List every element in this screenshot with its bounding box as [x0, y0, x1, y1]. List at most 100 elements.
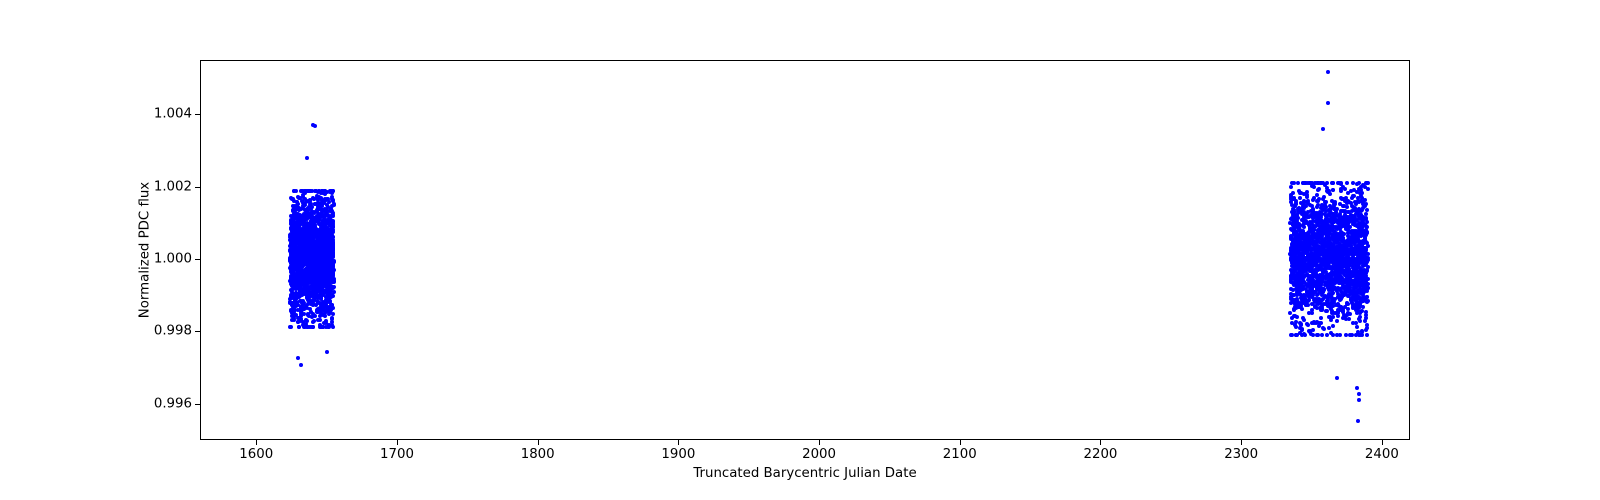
- data-point: [1308, 266, 1312, 270]
- data-point: [292, 280, 296, 284]
- data-point: [320, 198, 324, 202]
- data-point: [319, 260, 323, 264]
- data-point: [1310, 295, 1314, 299]
- xtick-mark: [960, 440, 961, 445]
- data-point: [305, 325, 309, 329]
- data-point: [298, 271, 302, 275]
- data-point: [299, 363, 303, 367]
- data-point: [1321, 127, 1325, 131]
- data-point: [1366, 187, 1370, 191]
- data-point: [1361, 239, 1365, 243]
- data-point: [1302, 243, 1306, 247]
- data-point: [321, 325, 325, 329]
- ytick-label: 0.996: [154, 396, 192, 411]
- data-point: [304, 189, 308, 193]
- data-point: [330, 209, 334, 213]
- data-point: [294, 300, 298, 304]
- data-point: [1348, 312, 1352, 316]
- data-point: [1303, 267, 1307, 271]
- data-point: [1299, 191, 1303, 195]
- data-point: [1320, 333, 1324, 337]
- data-point: [314, 227, 318, 231]
- data-point: [1319, 280, 1323, 284]
- data-point: [1304, 238, 1308, 242]
- data-point: [1355, 307, 1359, 311]
- data-point: [1323, 206, 1327, 210]
- data-point: [1357, 258, 1361, 262]
- data-point: [1301, 181, 1305, 185]
- data-point: [311, 302, 315, 306]
- data-point: [1358, 254, 1362, 258]
- data-point: [304, 256, 308, 260]
- data-point: [295, 262, 299, 266]
- data-point: [298, 218, 302, 222]
- data-point: [1305, 190, 1309, 194]
- data-point: [1292, 293, 1296, 297]
- data-point: [1337, 247, 1341, 251]
- data-point: [325, 350, 329, 354]
- data-point: [1354, 249, 1358, 253]
- data-point: [325, 296, 329, 300]
- data-point: [302, 312, 306, 316]
- data-point: [308, 291, 312, 295]
- data-point: [331, 214, 335, 218]
- data-point: [1355, 267, 1359, 271]
- data-point: [1331, 181, 1335, 185]
- data-point: [1299, 322, 1303, 326]
- data-point: [300, 242, 304, 246]
- data-point: [1344, 333, 1348, 337]
- data-point: [299, 207, 303, 211]
- data-point: [325, 292, 329, 296]
- data-point: [1291, 191, 1295, 195]
- data-point: [1311, 328, 1315, 332]
- xtick-mark: [1241, 440, 1242, 445]
- xtick-label: 2100: [943, 447, 977, 462]
- data-point: [315, 268, 319, 272]
- ytick-label: 1.000: [154, 252, 192, 267]
- data-point: [1360, 191, 1364, 195]
- data-point: [1327, 266, 1331, 270]
- data-point: [296, 320, 300, 324]
- data-point: [323, 244, 327, 248]
- data-point: [331, 259, 335, 263]
- data-point: [303, 274, 307, 278]
- data-point: [1301, 285, 1305, 289]
- data-point: [1351, 194, 1355, 198]
- xtick-mark: [538, 440, 539, 445]
- data-point: [1342, 250, 1346, 254]
- data-point: [1296, 224, 1300, 228]
- data-point: [1335, 333, 1339, 337]
- ytick-mark: [195, 404, 200, 405]
- data-point: [321, 267, 325, 271]
- data-point: [1351, 305, 1355, 309]
- data-point: [1299, 304, 1303, 308]
- data-point: [321, 189, 325, 193]
- data-point: [328, 271, 332, 275]
- data-point: [1336, 214, 1340, 218]
- data-point: [306, 302, 310, 306]
- data-point: [329, 308, 333, 312]
- data-point: [1305, 195, 1309, 199]
- data-point: [304, 239, 308, 243]
- data-point: [1293, 217, 1297, 221]
- data-point: [309, 271, 313, 275]
- x-axis-label: Truncated Barycentric Julian Date: [693, 466, 916, 481]
- figure: 160017001800190020002100220023002400 0.9…: [0, 0, 1600, 500]
- ytick-label: 1.004: [154, 107, 192, 122]
- data-point: [301, 280, 305, 284]
- data-point: [309, 226, 313, 230]
- data-point: [1349, 214, 1353, 218]
- data-point: [1315, 193, 1319, 197]
- ytick-mark: [195, 187, 200, 188]
- data-point: [1289, 185, 1293, 189]
- data-point: [1307, 223, 1311, 227]
- data-point: [1326, 70, 1330, 74]
- data-point: [1321, 297, 1325, 301]
- data-point: [1320, 305, 1324, 309]
- data-point: [1364, 328, 1368, 332]
- data-point: [1337, 275, 1341, 279]
- data-point: [1336, 268, 1340, 272]
- data-point: [1323, 243, 1327, 247]
- data-point: [1316, 333, 1320, 337]
- data-point: [310, 205, 314, 209]
